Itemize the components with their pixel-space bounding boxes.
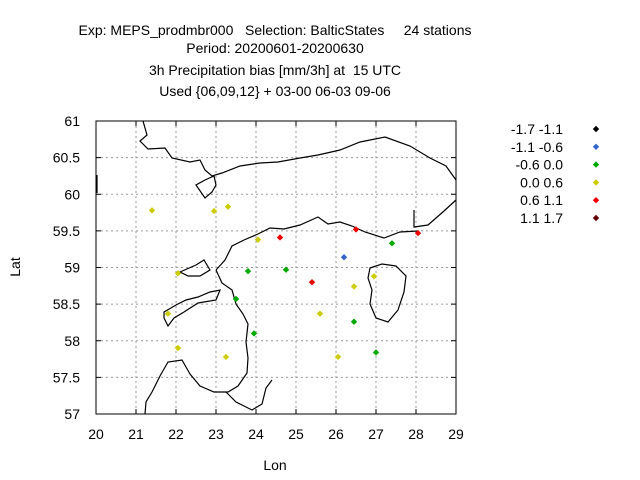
station-point xyxy=(254,236,262,243)
y-tick-label: 58.5 xyxy=(53,296,80,312)
x-tick-label: 27 xyxy=(368,426,384,442)
x-tick-label: 29 xyxy=(448,426,464,442)
station-point xyxy=(174,344,182,352)
legend-label: 0.0 0.6 xyxy=(520,174,563,190)
station-point xyxy=(388,240,396,247)
grid xyxy=(96,121,456,414)
title-line-3: 3h Precipitation bias [mm/3h] at 15 UTC xyxy=(148,62,402,78)
station-point xyxy=(148,207,156,214)
legend-marker xyxy=(592,214,600,222)
station-point xyxy=(224,203,232,210)
station-point xyxy=(244,267,252,275)
station-point xyxy=(222,353,230,361)
title-line-2: Period: 20200601-20200630 xyxy=(186,40,364,56)
station-point xyxy=(350,283,358,290)
legend-label: 0.6 1.1 xyxy=(520,192,563,208)
legend-marker xyxy=(592,197,600,204)
station-point xyxy=(210,207,218,215)
title-line-4: Used {06,09,12} + 03-00 06-03 09-06 xyxy=(159,83,391,99)
legend-marker xyxy=(592,125,600,133)
station-point xyxy=(164,310,172,317)
x-tick-label: 26 xyxy=(328,426,344,442)
station-point xyxy=(370,273,378,280)
station-point xyxy=(250,330,258,337)
station-point xyxy=(372,349,380,356)
title-line-1: Exp: MEPS_prodmbr000 Selection: BalticSt… xyxy=(78,22,472,38)
station-point xyxy=(414,229,422,237)
coastline xyxy=(96,120,457,415)
x-tick-label: 24 xyxy=(248,426,264,442)
plot-border xyxy=(95,120,457,415)
legend-label: -0.6 0.0 xyxy=(516,157,564,173)
legend-marker xyxy=(592,143,600,150)
x-tick-label: 21 xyxy=(128,426,144,442)
y-tick-label: 57.5 xyxy=(53,369,80,385)
station-points xyxy=(148,203,422,361)
x-axis-label: Lon xyxy=(263,457,286,473)
y-tick-labels: 57 57.5 58 58.5 59 59.5 60 60.5 61 xyxy=(53,113,80,422)
station-point xyxy=(308,278,316,286)
legend: -1.7 -1.1 -1.1 -0.6 -0.6 0.00.0 0.6 0.6 1.1… xyxy=(511,121,600,226)
station-point xyxy=(352,226,360,233)
x-tick-label: 25 xyxy=(288,426,304,442)
y-tick-label: 59 xyxy=(64,260,80,276)
x-tick-labels: 20 21 22 23 24 25 26 27 28 29 xyxy=(88,426,464,442)
y-axis-label: Lat xyxy=(7,257,23,277)
x-tick-label: 20 xyxy=(88,426,104,442)
station-point xyxy=(316,310,324,317)
legend-label: -1.7 -1.1 xyxy=(511,121,563,137)
y-tick-label: 60.5 xyxy=(53,150,80,166)
station-point xyxy=(334,353,342,361)
y-tick-label: 61 xyxy=(64,113,80,129)
station-point xyxy=(276,234,284,241)
legend-label: -1.1 -0.6 xyxy=(511,139,563,155)
legend-marker xyxy=(592,161,600,168)
station-point xyxy=(350,318,358,325)
x-tick-label: 23 xyxy=(208,426,224,442)
y-tick-label: 59.5 xyxy=(53,223,80,239)
x-tick-label: 28 xyxy=(408,426,424,442)
legend-marker xyxy=(592,179,600,186)
legend-label: 1.1 1.7 xyxy=(520,210,563,226)
y-tick-label: 58 xyxy=(64,333,80,349)
station-point xyxy=(340,254,348,261)
plot-frame xyxy=(95,120,457,415)
y-tick-label: 57 xyxy=(64,406,80,422)
y-tick-label: 60 xyxy=(64,186,80,202)
station-point xyxy=(282,266,290,273)
station-point xyxy=(232,295,240,303)
x-tick-label: 22 xyxy=(168,426,184,442)
station-point xyxy=(174,270,182,277)
